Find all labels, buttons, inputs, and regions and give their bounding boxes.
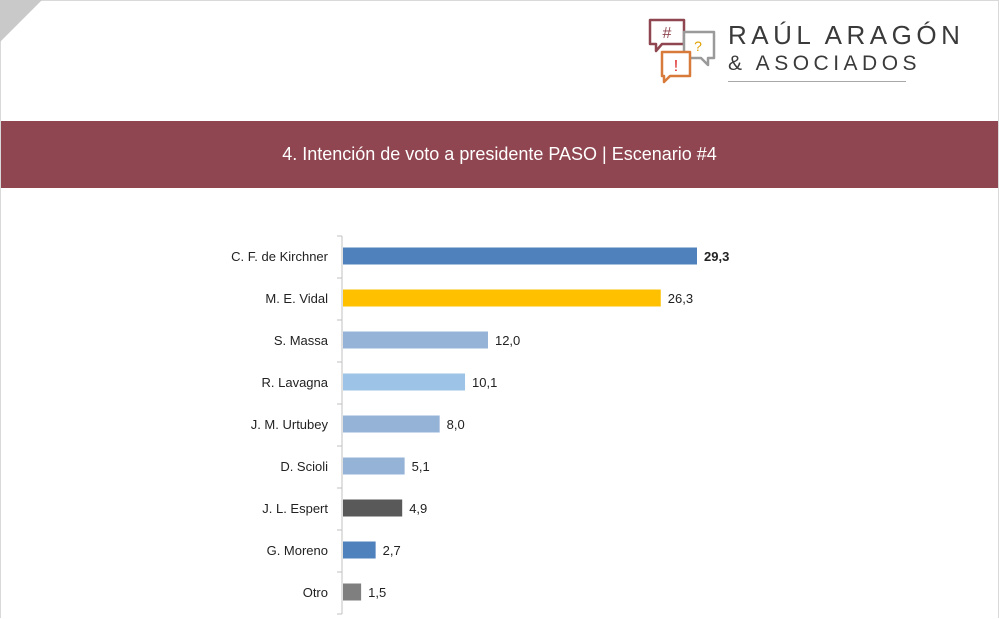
- bar: [343, 331, 488, 349]
- section-title: 4. Intención de voto a presidente PASO |…: [282, 144, 717, 164]
- vote-intention-bar-chart: C. F. de Kirchner M. E. Vidal S. Massa R. L…: [231, 235, 729, 615]
- value-label: 5,1: [412, 459, 430, 474]
- value-label: 12,0: [495, 333, 520, 348]
- hash-glyph: #: [663, 25, 672, 42]
- value-label: 2,7: [383, 543, 401, 558]
- bar: [343, 289, 661, 307]
- question-glyph: ?: [694, 38, 702, 54]
- brand-name: RAÚL ARAGÓN: [728, 20, 965, 50]
- category-label: C. F. de Kirchner: [231, 249, 328, 264]
- category-label: M. E. Vidal: [265, 291, 328, 306]
- section-banner: 4. Intención de voto a presidente PASO |…: [1, 121, 998, 188]
- exclamation-glyph: !: [674, 58, 678, 75]
- category-label: R. Lavagna: [262, 375, 329, 390]
- brand-underline: [728, 81, 906, 82]
- brand-subtitle: & ASOCIADOS: [728, 52, 922, 75]
- bar: [343, 415, 440, 433]
- value-label: 1,5: [368, 585, 386, 600]
- category-label: J. M. Urtubey: [251, 417, 329, 432]
- value-label: 26,3: [668, 291, 693, 306]
- value-label: 8,0: [447, 417, 465, 432]
- category-label: S. Massa: [274, 333, 329, 348]
- bar: [343, 457, 405, 475]
- value-label: 10,1: [472, 375, 497, 390]
- brand-logo: # ? ! RAÚL ARAGÓN & ASOCIADOS: [648, 14, 978, 86]
- category-label: D. Scioli: [280, 459, 328, 474]
- value-label: 4,9: [409, 501, 427, 516]
- category-label: Otro: [303, 585, 328, 600]
- category-label: G. Moreno: [267, 543, 328, 558]
- page-corner-fold: [0, 0, 42, 42]
- speech-bubbles-icon: # ? !: [648, 18, 716, 84]
- value-label: 29,3: [704, 249, 729, 264]
- bar: [343, 373, 466, 391]
- bar: [343, 541, 376, 559]
- bar: [343, 499, 403, 517]
- bar: [343, 247, 697, 265]
- category-label: J. L. Espert: [262, 501, 328, 516]
- bar: [343, 583, 362, 601]
